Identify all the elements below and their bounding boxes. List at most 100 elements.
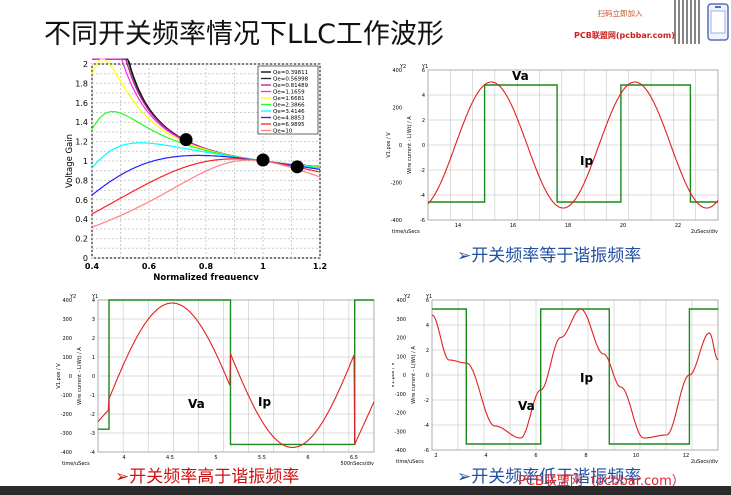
y1-tick: 3 xyxy=(92,317,95,323)
y1-axis-title: Y1 xyxy=(421,64,428,70)
badge-site[interactable]: PCB联盟网(pcbbar.com) xyxy=(574,31,675,40)
y1-tick: 4 xyxy=(92,298,95,304)
ip-label: Ip xyxy=(258,395,271,409)
y2-tick: 0 xyxy=(403,373,406,379)
y-tick-label: 1.4 xyxy=(75,118,88,127)
slide-title: 不同开关频率情况下LLC工作波形 xyxy=(44,19,444,50)
y1-tick: 4 xyxy=(422,93,425,99)
y2-tick: -400 xyxy=(391,218,402,224)
gain-chart: 0 0.2 0.4 0.6 0.8 1 1.2 1.4 1.6 1.8 2 0.4 0.6 0.8 1 1.2… xyxy=(65,58,327,283)
y-tick-label: 2 xyxy=(83,60,88,69)
y1-tick: -1 xyxy=(90,393,95,399)
x-tick: 5 xyxy=(214,455,217,461)
y-tick-label: 0.2 xyxy=(75,235,88,244)
y2-tick: 300 xyxy=(62,317,72,323)
y2-axis-title: Y2 xyxy=(69,294,76,300)
legend-entry: Qe=3.4146 xyxy=(273,109,305,115)
x-axis-right: 2uSecs/div xyxy=(691,229,718,235)
y1-tick: -4 xyxy=(424,423,429,429)
ip-label: Ip xyxy=(580,371,593,385)
caption-equal: ➢开关频率等于谐振频率 xyxy=(457,246,642,266)
x-tick: 10 xyxy=(633,453,639,459)
legend-entry: Qe=0.81489 xyxy=(273,83,309,89)
x-tick: 2 xyxy=(434,453,437,459)
x-tick: 22 xyxy=(675,223,681,229)
x-tick: 4 xyxy=(122,455,125,461)
square-wave-va xyxy=(428,84,718,203)
y1-axis-title: Y1 xyxy=(425,294,432,300)
y2-tick: 200 xyxy=(392,106,402,112)
phone-icon xyxy=(707,3,729,41)
operating-point-marker xyxy=(256,153,270,167)
y1-tick: 6 xyxy=(422,68,425,74)
current-wave-ip xyxy=(431,308,719,439)
x-tick-label: 1 xyxy=(260,262,266,271)
wave-high-panel: Y2 Y1 400 300 200 100 0 -100 -200 -300 -400 4 3 2 1 0 -1… xyxy=(36,288,378,474)
current-wave-ip xyxy=(427,81,719,209)
y2-tick: -400 xyxy=(395,448,406,454)
y2-tick: -300 xyxy=(61,431,72,437)
y1-tick: -4 xyxy=(90,450,95,456)
y1-tick: -6 xyxy=(420,218,425,224)
y1-tick: 2 xyxy=(92,336,95,342)
y2-tick: 400 xyxy=(396,298,406,304)
y1-tick: -3 xyxy=(90,431,95,437)
bottom-bar xyxy=(0,486,731,495)
y2-tick: 200 xyxy=(396,336,406,342)
x-axis-left: time/uSecs xyxy=(62,461,90,467)
y2-axis-sub: V1.pos / V xyxy=(392,362,396,388)
y-tick-label: 0.8 xyxy=(75,176,88,185)
y1-tick: 4 xyxy=(426,323,429,329)
y1-tick: -2 xyxy=(424,398,429,404)
x-tick: 4.5 xyxy=(166,455,174,461)
legend-entry: Qe=10 xyxy=(273,129,293,135)
y2-axis-sub: V1.pos / V xyxy=(386,132,392,158)
y-tick-label: 1.2 xyxy=(75,138,88,147)
wave-low-panel: Y2 Y1 400 300 200 100 0 -100 -200 -300 -400 6 4 2 0 -2 -… xyxy=(390,288,726,466)
y2-tick: -200 xyxy=(61,412,72,418)
x-axis-right: 2uSecs/div xyxy=(691,459,718,465)
x-tick: 20 xyxy=(620,223,626,229)
gain-curve xyxy=(91,159,321,228)
x-tick-label: 1.2 xyxy=(313,262,327,271)
x-axis-left: time/uSecs xyxy=(396,459,424,465)
y-tick-label: 0 xyxy=(83,254,88,263)
y1-axis-sub: Wire current - L(Wt) / A xyxy=(411,346,417,404)
legend-entry: Qe=4.8853 xyxy=(273,116,305,122)
qr-code-icon xyxy=(674,0,702,44)
square-wave-va xyxy=(432,308,718,445)
y1-tick: 1 xyxy=(92,355,95,361)
y2-tick: -300 xyxy=(395,429,406,435)
operating-point-marker xyxy=(290,160,304,174)
x-axis-right: 500nSecs/div xyxy=(340,461,374,467)
x-tick: 6 xyxy=(306,455,309,461)
wave-low-chart: Y2 Y1 400 300 200 100 0 -100 -200 -300 -400 6 4 2 0 -2 -… xyxy=(390,294,719,465)
y1-axis-title: Y1 xyxy=(91,294,98,300)
y1-tick: 0 xyxy=(92,374,95,380)
x-tick-label: 0.4 xyxy=(85,262,100,271)
legend-entry: Qe=0.56998 xyxy=(273,77,309,83)
gain-curve xyxy=(91,158,321,215)
y2-tick: 300 xyxy=(396,317,406,323)
x-tick: 4 xyxy=(484,453,487,459)
y-tick-label: 1 xyxy=(83,157,88,166)
legend-entry: Qe=0.39811 xyxy=(273,70,308,76)
y-tick-label: 0.4 xyxy=(75,215,88,224)
y1-tick: -4 xyxy=(420,193,425,199)
y2-tick: 0 xyxy=(399,143,402,149)
x-tick: 5.5 xyxy=(258,455,266,461)
y-tick-label: 0.6 xyxy=(75,196,88,205)
y1-tick: -2 xyxy=(420,168,425,174)
y2-tick: 400 xyxy=(392,68,402,74)
va-label: Va xyxy=(512,69,529,83)
gain-chart-panel: 0 0.2 0.4 0.6 0.8 1 1.2 1.4 1.6 1.8 2 0.4 0.6 0.8 1 1.2… xyxy=(60,58,330,283)
x-tick: 6 xyxy=(534,453,537,459)
operating-point-marker xyxy=(179,133,193,147)
y2-axis-title: Y2 xyxy=(399,64,406,70)
va-label: Va xyxy=(518,399,535,413)
y2-tick: -400 xyxy=(61,450,72,456)
ip-label: Ip xyxy=(580,154,593,168)
legend-entry: Qe=1.1659 xyxy=(273,90,305,96)
